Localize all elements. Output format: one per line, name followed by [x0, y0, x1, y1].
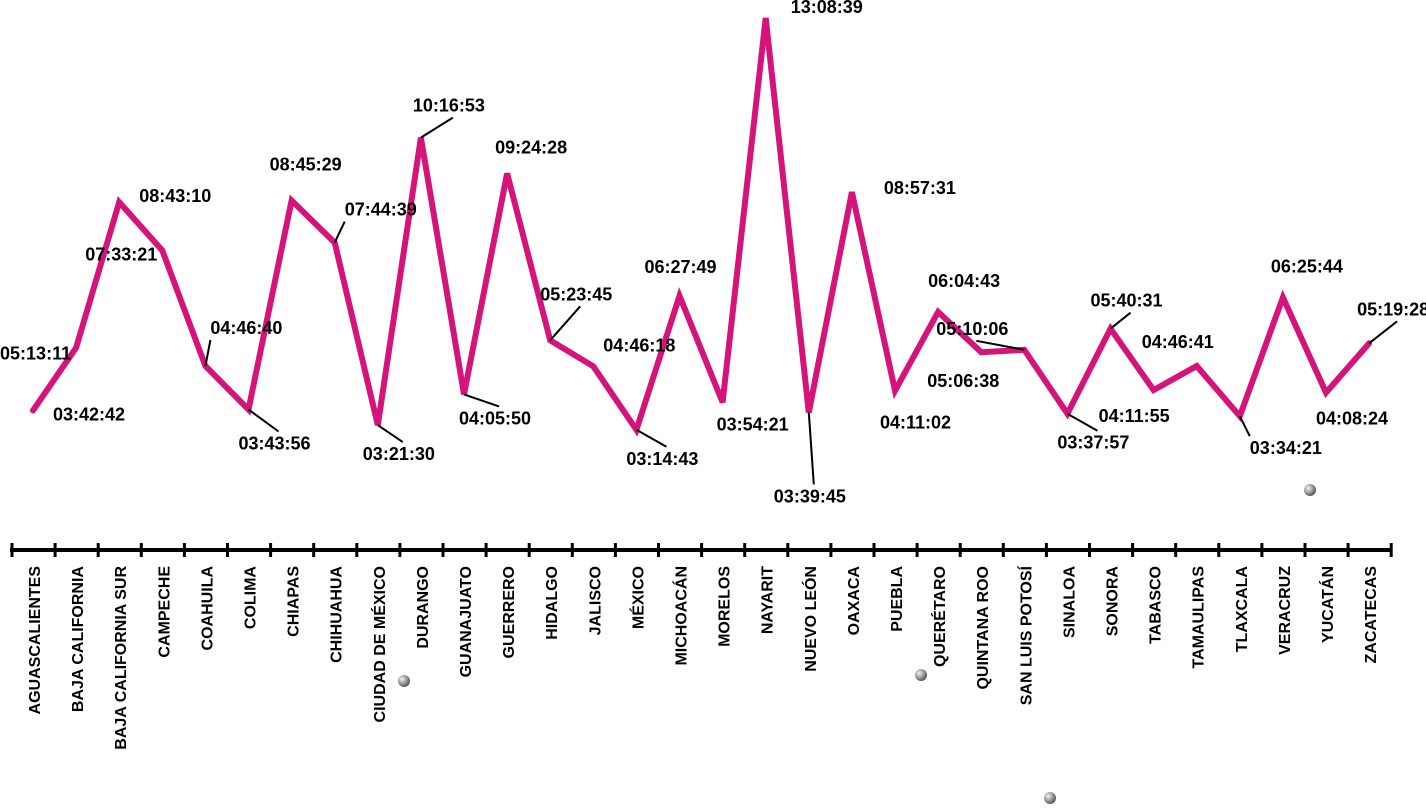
data-label: 05:06:38: [927, 371, 999, 391]
leader-line: [247, 408, 280, 433]
x-axis: [10, 543, 1393, 557]
category-label: YUCATÁN: [1318, 566, 1337, 643]
category-label: NUEVO LEÓN: [801, 566, 820, 672]
leader-line: [1109, 311, 1132, 330]
data-label: 03:14:43: [626, 449, 698, 469]
leader-line: [635, 428, 667, 448]
data-label: 05:13:11: [0, 344, 71, 364]
category-label: TAMAULIPAS: [1191, 566, 1208, 669]
decoration-group: [398, 484, 1316, 804]
category-label: JALISCO: [587, 566, 604, 635]
category-label: VERACRUZ: [1277, 566, 1294, 655]
data-label-group: 03:42:42 05:13:11 08:43:10 07:33:21 04:46:40…: [0, 0, 1426, 506]
data-label: 03:43:56: [239, 434, 311, 454]
category-label: OAXACA: [846, 566, 863, 636]
data-label: 05:40:31: [1091, 291, 1163, 311]
category-label: COAHUILA: [199, 566, 216, 651]
leader-line-group: [204, 116, 1398, 485]
data-label: 06:04:43: [928, 271, 1000, 291]
data-label: 04:11:55: [1099, 406, 1170, 426]
category-label: TABASCO: [1148, 566, 1165, 644]
leader-line: [1238, 415, 1251, 437]
category-label: SINALOA: [1061, 566, 1078, 638]
data-label: 07:44:39: [345, 200, 417, 220]
category-label: GUANAJUATO: [458, 566, 475, 677]
series-line-group: [30, 17, 1373, 437]
data-label: 05:23:45: [540, 284, 612, 304]
series-line: [30, 17, 1373, 437]
data-label: 04:46:18: [603, 335, 675, 355]
leader-line: [1368, 320, 1398, 345]
category-label: DURANGO: [415, 566, 432, 649]
data-label: 04:05:50: [459, 408, 531, 428]
leader-line: [463, 393, 500, 408]
category-label: SONORA: [1105, 566, 1122, 637]
category-label: HIDALGO: [544, 566, 561, 640]
leader-line: [549, 305, 581, 341]
leader-line: [377, 424, 404, 443]
data-label: 03:34:21: [1250, 438, 1322, 458]
category-label: QUINTANA ROO: [975, 566, 992, 690]
data-label: 04:46:40: [210, 318, 282, 338]
category-label-group: AGUASCALIENTES BAJA CALIFORNIA BAJA CALIFO…: [27, 565, 1380, 749]
data-label: 03:54:21: [717, 414, 789, 434]
category-label: PUEBLA: [889, 566, 906, 632]
category-label: NAYARIT: [760, 566, 777, 634]
category-label: CHIHUAHUA: [329, 566, 346, 663]
leader-line: [976, 339, 1025, 351]
data-label: 08:57:31: [884, 178, 956, 198]
data-label: 08:45:29: [270, 155, 342, 175]
leader-line: [333, 221, 346, 244]
data-label: 04:08:24: [1316, 409, 1388, 429]
data-label: 05:19:28: [1357, 299, 1426, 319]
leader-line: [420, 116, 454, 139]
category-label: COLIMA: [243, 566, 260, 630]
category-label: QUERÉTARO: [930, 566, 949, 667]
category-label: CAMPECHE: [156, 566, 173, 658]
category-label: CIUDAD DE MÉXICO: [370, 566, 389, 722]
leader-line: [204, 339, 212, 367]
category-label: SAN LUIS POTOSÍ: [1016, 565, 1035, 705]
data-label: 04:46:41: [1142, 332, 1214, 352]
decorative-dot: [1304, 484, 1316, 496]
data-label: 04:11:02: [880, 413, 951, 433]
data-label: 03:42:42: [53, 404, 125, 424]
data-label: 10:16:53: [413, 96, 485, 116]
decorative-dot: [1044, 792, 1056, 804]
data-label: 13:08:39: [791, 0, 863, 17]
data-label: 09:24:28: [495, 137, 567, 157]
category-label: MORELOS: [717, 566, 734, 647]
category-label: GUERRERO: [501, 566, 518, 658]
data-label: 05:10:06: [936, 319, 1008, 339]
data-label: 08:43:10: [139, 186, 211, 206]
category-label: TLAXCALA: [1234, 566, 1251, 653]
category-label: MICHOACÁN: [672, 566, 691, 666]
data-label: 06:27:49: [645, 257, 717, 277]
data-label: 07:33:21: [85, 245, 157, 265]
data-label: 03:21:30: [363, 444, 435, 464]
category-label: AGUASCALIENTES: [27, 566, 44, 715]
leader-line: [1066, 412, 1098, 432]
category-label: CHIAPAS: [286, 566, 303, 637]
data-label: 03:39:45: [774, 486, 846, 506]
decorative-dot: [398, 675, 410, 687]
data-label: 06:25:44: [1271, 256, 1343, 276]
category-label: ZACATECAS: [1363, 566, 1380, 664]
decorative-dot: [915, 669, 927, 681]
category-label: BAJA CALIFORNIA SUR: [113, 566, 130, 750]
leader-line: [807, 412, 815, 485]
data-label: 03:37:57: [1057, 433, 1129, 453]
category-label: MÉXICO: [628, 566, 647, 629]
category-label: BAJA CALIFORNIA: [70, 566, 87, 713]
